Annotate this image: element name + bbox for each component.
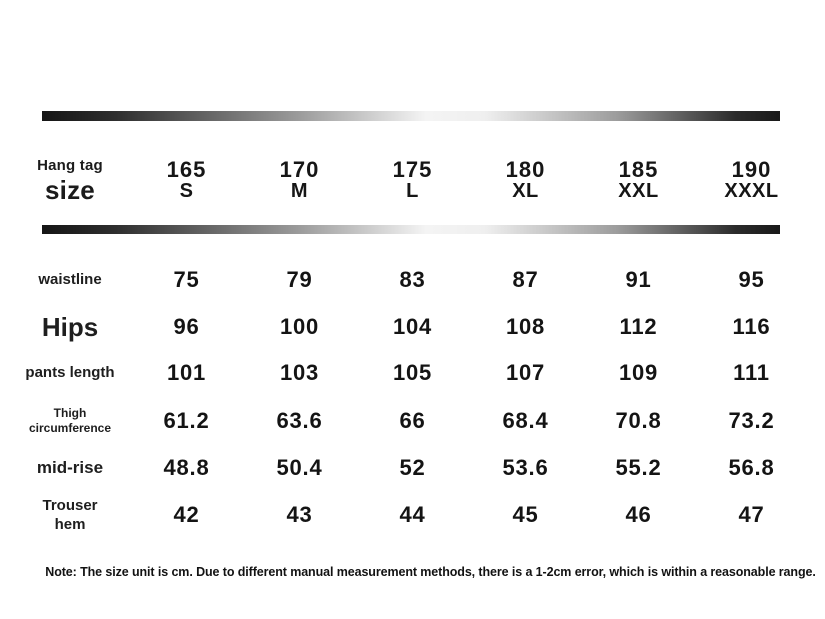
column-height: 170	[279, 157, 320, 182]
row-label-text: mid-rise	[36, 458, 104, 477]
size-value: 105	[392, 360, 433, 385]
column-size: XXL	[618, 180, 659, 202]
size-value: 43	[286, 502, 313, 527]
column-header-s: 165 S	[130, 138, 243, 222]
column-height: 185	[618, 157, 659, 182]
size-value: 101	[166, 360, 207, 385]
size-value: 104	[392, 314, 433, 339]
row-label-text: Thigh	[53, 405, 87, 420]
size-value: 48.8	[163, 455, 210, 480]
header-row-label: Hang tag size	[10, 138, 130, 222]
size-value: 91	[625, 267, 652, 292]
row-label-hips: Hips	[10, 304, 130, 350]
column-header-xl: 180 XL	[469, 138, 582, 222]
row-label-text: Hips	[41, 312, 99, 342]
column-header-xxxl: 190 XXXL	[695, 138, 808, 222]
size-value: 46	[625, 502, 652, 527]
size-value: 112	[619, 314, 658, 339]
size-value: 50.4	[276, 455, 323, 480]
size-value: 100	[279, 314, 320, 339]
note-text: Note: The size unit is cm. Due to differ…	[45, 565, 816, 579]
size-value: 44	[399, 502, 426, 527]
size-value: 52	[399, 455, 426, 480]
column-size: XXXL	[724, 180, 779, 202]
size-value: 53.6	[502, 455, 549, 480]
size-label: size	[45, 175, 95, 205]
divider-top	[42, 111, 780, 121]
column-header-xxl: 185 XXL	[582, 138, 695, 222]
row-label-waistline: waistline	[10, 256, 130, 304]
size-value: 42	[173, 502, 200, 527]
size-value: 111	[733, 360, 770, 385]
size-value: 103	[279, 360, 320, 385]
column-size: S	[179, 180, 194, 202]
size-value: 108	[505, 314, 546, 339]
column-size: XL	[512, 180, 539, 202]
row-label-trouser-hem: Trouser hem	[10, 491, 130, 539]
column-header-l: 175 L	[356, 138, 469, 222]
size-value: 79	[286, 267, 313, 292]
row-label-text: hem	[54, 516, 86, 533]
row-label-text: circumference	[28, 420, 112, 435]
row-label-text: pants length	[25, 364, 115, 381]
size-value: 70.8	[615, 407, 662, 433]
row-label-pants-length: pants length	[10, 350, 130, 396]
size-value: 73.2	[728, 407, 775, 433]
size-value: 66	[399, 407, 426, 433]
size-chart-header-row: Hang tag size 165 S 170 M 175 L 180 XL 1…	[10, 138, 808, 222]
divider-middle	[42, 225, 780, 234]
row-label-text: Trouser	[42, 497, 98, 514]
size-value: 95	[738, 267, 765, 292]
column-height: 180	[505, 157, 546, 182]
size-value: 63.6	[276, 407, 323, 433]
size-chart-body: waistline 75 79 83 87 91 95 Hips 96 100 …	[10, 256, 808, 539]
row-label-mid-rise: mid-rise	[10, 445, 130, 491]
column-size: M	[290, 180, 309, 202]
size-value: 68.4	[502, 407, 549, 433]
size-value: 61.2	[163, 407, 210, 433]
size-value: 87	[512, 267, 539, 292]
size-value: 55.2	[615, 455, 662, 480]
size-value: 83	[399, 267, 426, 292]
size-value: 75	[173, 267, 200, 292]
hang-tag-label: Hang tag	[37, 157, 103, 174]
size-value: 45	[512, 502, 539, 527]
size-value: 107	[505, 360, 546, 385]
size-value: 116	[732, 314, 771, 339]
size-value: 96	[173, 314, 200, 339]
column-height: 175	[392, 157, 433, 182]
column-height: 165	[166, 157, 207, 182]
column-header-m: 170 M	[243, 138, 356, 222]
row-label-thigh-circumference: Thigh circumference	[10, 396, 130, 445]
row-label-text: waistline	[38, 271, 102, 288]
size-value: 56.8	[728, 455, 775, 480]
size-value: 109	[618, 360, 659, 385]
column-size: L	[406, 180, 419, 202]
column-height: 190	[731, 157, 772, 182]
size-value: 47	[738, 502, 765, 527]
